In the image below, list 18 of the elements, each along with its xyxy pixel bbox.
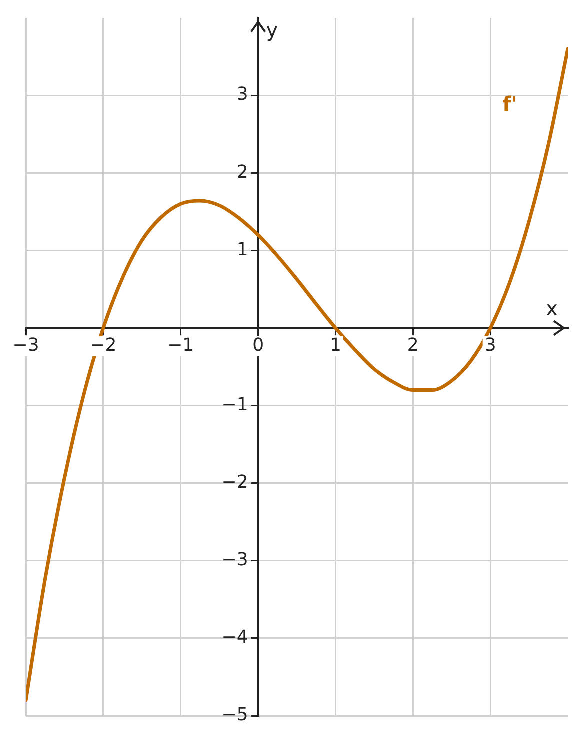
x-tick-label: 2 xyxy=(407,334,419,356)
x-tick-label: 3 xyxy=(484,334,496,356)
y-tick-label: 3 xyxy=(236,84,248,106)
y-tick-label: −2 xyxy=(222,472,248,494)
y-axis-title: y xyxy=(266,18,278,42)
x-tick-label: −2 xyxy=(90,334,117,356)
y-tick-label: −5 xyxy=(222,704,248,726)
x-tick-label: 1 xyxy=(330,334,342,356)
x-axis-title: x xyxy=(546,296,558,320)
x-tick-label: −3 xyxy=(12,334,40,356)
y-tick-label: −3 xyxy=(222,550,248,571)
x-tick-label: 0 xyxy=(252,334,264,356)
x-tick-label: −1 xyxy=(168,334,194,356)
y-tick-label: −4 xyxy=(222,627,248,648)
series-label: f' xyxy=(502,92,518,116)
y-tick-label: −1 xyxy=(222,394,248,416)
y-tick-label: 1 xyxy=(236,239,248,260)
y-tick-label: 2 xyxy=(236,162,248,183)
